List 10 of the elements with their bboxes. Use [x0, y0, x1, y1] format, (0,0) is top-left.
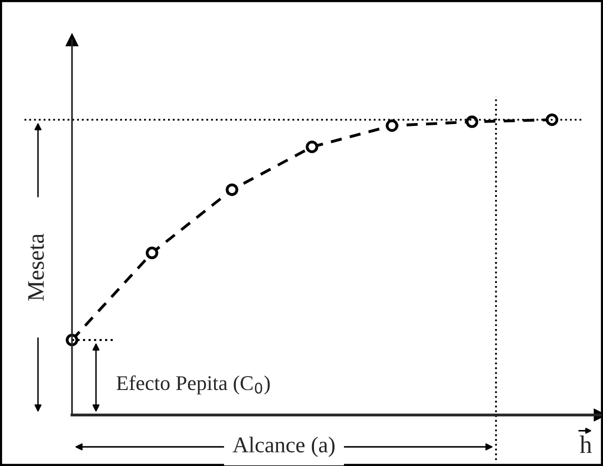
x-axis-title: h — [580, 436, 592, 453]
point — [146, 246, 158, 260]
point — [306, 140, 318, 154]
point — [386, 119, 398, 132]
annotation: Efecto Pepita (C$_{0}$) — [116, 375, 270, 394]
y-axis-title: Meseta — [28, 234, 44, 301]
point — [546, 113, 558, 126]
point — [226, 183, 238, 196]
text: Alcance (a) — [232, 436, 335, 457]
point — [466, 116, 478, 128]
